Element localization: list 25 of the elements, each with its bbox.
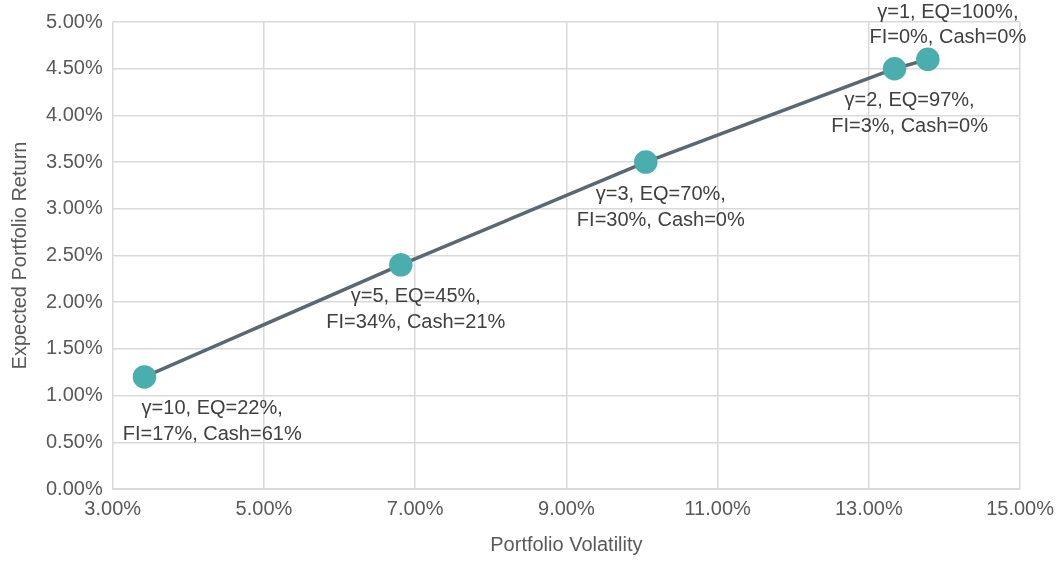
x-tick-label: 5.00%: [235, 496, 293, 519]
y-tick-label: 3.50%: [45, 149, 103, 172]
annotation: γ=3, EQ=70%, FI=30%, Cash=0%: [576, 181, 745, 230]
x-tick-label: 3.00%: [84, 496, 142, 519]
y-tick-label: 2.50%: [45, 243, 103, 266]
x-axis-title: Portfolio Volatility: [490, 532, 643, 555]
x-tick-label: 7.00%: [386, 496, 444, 519]
y-tick-label: 4.00%: [45, 102, 103, 125]
y-tick-label: 5.00%: [45, 9, 103, 32]
x-tick-label: 9.00%: [538, 496, 595, 519]
x-tick-label: 11.00%: [684, 496, 752, 519]
y-tick-label: 2.00%: [45, 289, 103, 312]
annotation: γ=10, EQ=22%, FI=17%, Cash=61%: [122, 396, 302, 445]
annotation: γ=1, EQ=100%, FI=0%, Cash=0%: [869, 0, 1027, 47]
x-tick-label: 15.00%: [986, 496, 1055, 519]
y-tick-label: 1.00%: [45, 383, 103, 406]
annotation: γ=5, EQ=45%, FI=34%, Cash=21%: [326, 284, 506, 333]
annotation: γ=2, EQ=97%, FI=3%, Cash=0%: [831, 88, 989, 137]
y-axis-title: Expected Portfolio Return: [7, 141, 30, 370]
y-tick-label: 1.50%: [45, 336, 103, 359]
x-tick-label: 13.00%: [834, 496, 903, 519]
y-tick-label: 0.00%: [45, 476, 103, 499]
y-tick-label: 3.00%: [45, 196, 103, 219]
y-tick-label: 4.50%: [45, 56, 103, 79]
y-tick-label: 0.50%: [45, 429, 103, 452]
